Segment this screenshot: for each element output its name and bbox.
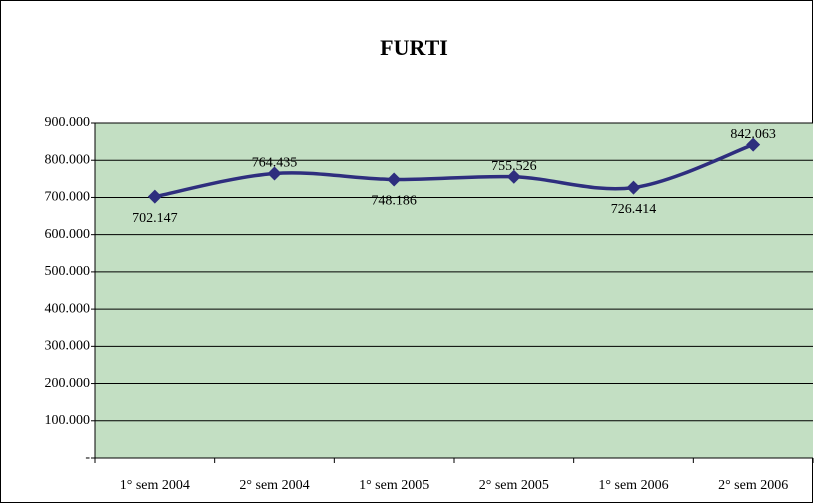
y-tick-label: 800.000: [45, 152, 91, 167]
y-tick-label: 100.000: [45, 413, 91, 428]
marker: [626, 180, 641, 195]
marker: [746, 137, 761, 152]
y-tick-label: 900.000: [45, 115, 91, 130]
data-label: 764.435: [252, 156, 298, 171]
x-tick-label: 2° sem 2006: [718, 478, 788, 493]
x-tick-label: 1° sem 2006: [598, 478, 668, 493]
marker: [506, 169, 521, 184]
data-label: 755.526: [491, 159, 537, 174]
y-tick-label: 700.000: [45, 190, 91, 205]
x-tick-label: 2° sem 2004: [239, 478, 309, 493]
marker: [267, 166, 282, 181]
data-label: 748.186: [371, 194, 417, 209]
marker: [147, 189, 162, 204]
x-tick-label: 2° sem 2005: [479, 478, 549, 493]
plot-area: [95, 123, 813, 458]
x-tick-label: 1° sem 2004: [120, 478, 190, 493]
chart-title: FURTI: [380, 35, 448, 60]
y-tick-label: 600.000: [45, 227, 91, 242]
data-label: 726.414: [611, 202, 657, 217]
y-tick-label: 500.000: [45, 264, 91, 279]
marker: [387, 172, 402, 187]
series-line: [154, 142, 754, 199]
y-tick-label: 400.000: [45, 301, 91, 316]
data-label: 702.147: [132, 211, 178, 226]
y-tick-label: 300.000: [45, 339, 91, 354]
y-tick-label: -: [85, 450, 90, 465]
x-tick-label: 1° sem 2005: [359, 478, 429, 493]
y-tick-label: 200.000: [45, 376, 91, 391]
data-label: 842.063: [730, 127, 776, 142]
